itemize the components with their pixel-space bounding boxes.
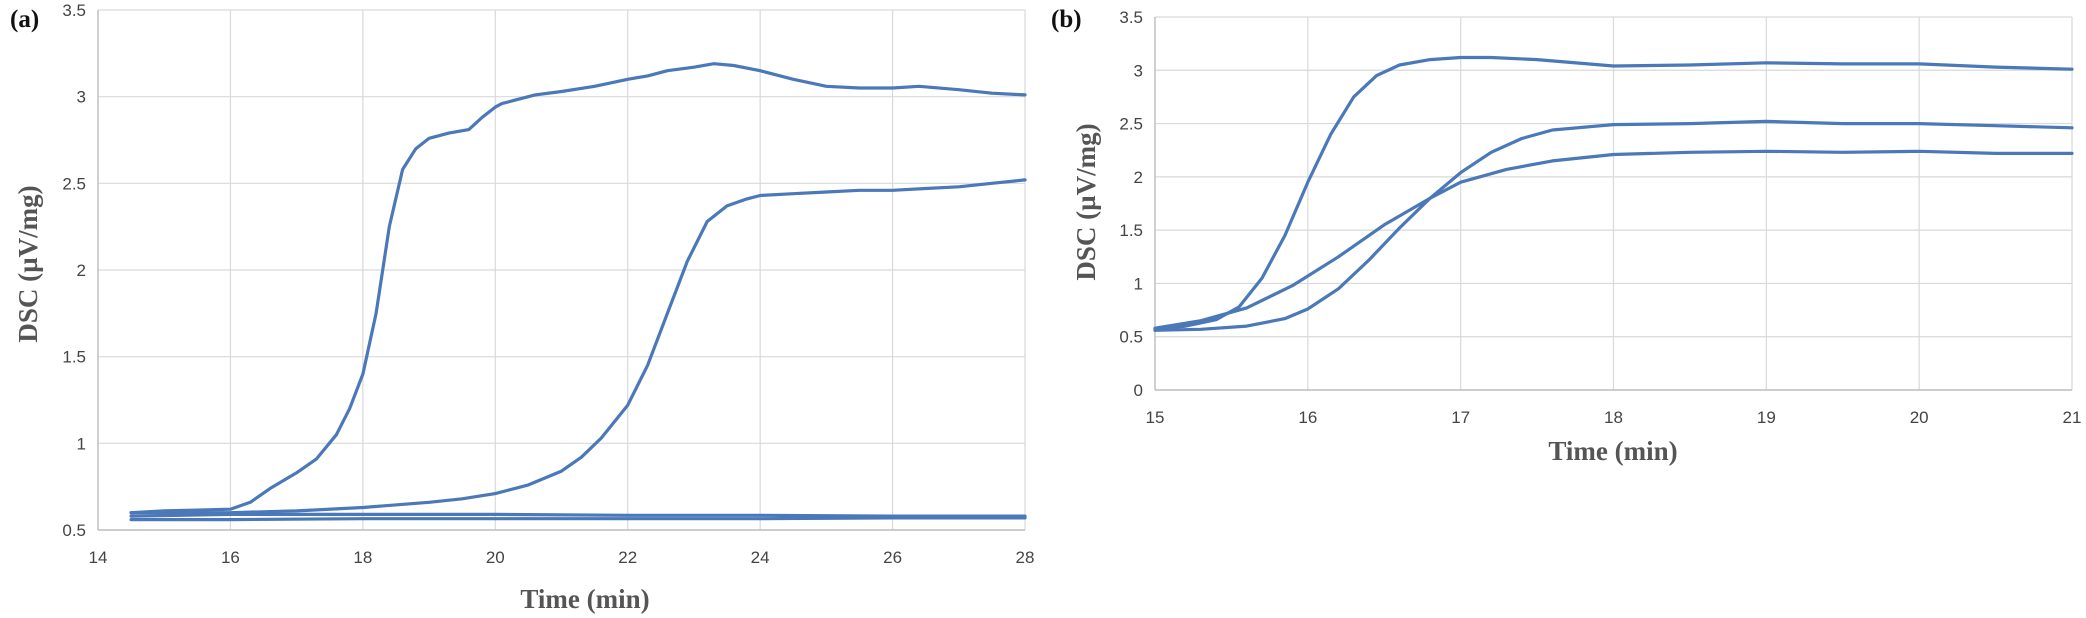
x-tick-label-b: 20 bbox=[1910, 408, 1929, 427]
y-tick-label-b: 2 bbox=[1134, 168, 1143, 187]
series-line-b-1 bbox=[1153, 55, 2074, 331]
x-tick-label-b: 16 bbox=[1298, 408, 1317, 427]
y-tick-label-b: 2.5 bbox=[1119, 115, 1143, 134]
x-tick-labels-a: 14 16 18 20 22 24 26 28 bbox=[89, 548, 1035, 567]
x-tick-label-a: 18 bbox=[353, 548, 372, 567]
x-tick-labels-b: 15 16 17 18 19 20 21 bbox=[1146, 408, 2082, 427]
y-tick-label-a: 2.5 bbox=[62, 174, 86, 193]
x-axis-title-b: Time (min) bbox=[1548, 436, 1677, 466]
y-tick-label-a: 0.5 bbox=[62, 521, 86, 540]
x-axis-title-a: Time (min) bbox=[520, 584, 649, 614]
x-tick-label-b: 18 bbox=[1604, 408, 1623, 427]
series-group-a bbox=[129, 62, 1027, 522]
x-tick-label-a: 20 bbox=[486, 548, 505, 567]
y-tick-labels-b: 0 0.5 1 1.5 2 2.5 3 3.5 bbox=[1119, 8, 1143, 400]
y-tick-label-a: 1.5 bbox=[62, 348, 86, 367]
x-tick-label-a: 26 bbox=[883, 548, 902, 567]
gridlines-a bbox=[97, 9, 1026, 531]
y-tick-label-a: 1 bbox=[77, 434, 86, 453]
y-tick-label-b: 1 bbox=[1134, 274, 1143, 293]
x-tick-label-b: 17 bbox=[1451, 408, 1470, 427]
series-group-b bbox=[1153, 55, 2074, 332]
y-tick-labels-a: 0.5 1 1.5 2 2.5 3 3.5 bbox=[62, 1, 86, 540]
x-tick-label-a: 14 bbox=[89, 548, 108, 567]
chart-panel-a: (a) 14 16 18 20 22 24 26 28 0.5 1 1.5 2 2.5 3 3.5 Tim… bbox=[10, 1, 1034, 614]
panel-label-b: (b) bbox=[1051, 6, 1082, 33]
x-tick-label-a: 22 bbox=[618, 548, 637, 567]
series-line-b-3 bbox=[1153, 119, 2074, 332]
series-line-a-2 bbox=[129, 178, 1027, 515]
y-tick-label-b: 0.5 bbox=[1119, 328, 1143, 347]
x-tick-label-b: 15 bbox=[1146, 408, 1165, 427]
y-tick-label-b: 3 bbox=[1134, 61, 1143, 80]
y-axis-title-b: DSC (µV/mg) bbox=[1071, 123, 1101, 280]
y-tick-label-b: 0 bbox=[1134, 381, 1143, 400]
axes-a bbox=[97, 10, 1025, 531]
x-tick-label-b: 21 bbox=[2063, 408, 2082, 427]
series-line-b-2 bbox=[1153, 149, 2074, 330]
series-line-a-4 bbox=[129, 516, 1027, 522]
x-tick-label-b: 19 bbox=[1757, 408, 1776, 427]
y-tick-label-a: 2 bbox=[77, 261, 86, 280]
y-tick-label-a: 3 bbox=[77, 88, 86, 107]
x-tick-label-a: 24 bbox=[751, 548, 770, 567]
chart-panel-b: (b) 15 16 17 18 19 20 21 0 0.5 1 1.5 2 2.5 3 3.5 Time… bbox=[1051, 6, 2081, 466]
x-tick-label-a: 16 bbox=[221, 548, 240, 567]
gridlines-b bbox=[1154, 16, 2073, 391]
x-tick-label-a: 28 bbox=[1016, 548, 1035, 567]
series-line-a-3 bbox=[129, 512, 1027, 518]
panel-label-a: (a) bbox=[10, 6, 39, 33]
series-line-a-1 bbox=[129, 62, 1027, 515]
y-tick-label-a: 3.5 bbox=[62, 1, 86, 20]
y-tick-label-b: 3.5 bbox=[1119, 8, 1143, 27]
y-axis-title-a: DSC (µV/mg) bbox=[13, 185, 43, 342]
y-tick-label-b: 1.5 bbox=[1119, 221, 1143, 240]
